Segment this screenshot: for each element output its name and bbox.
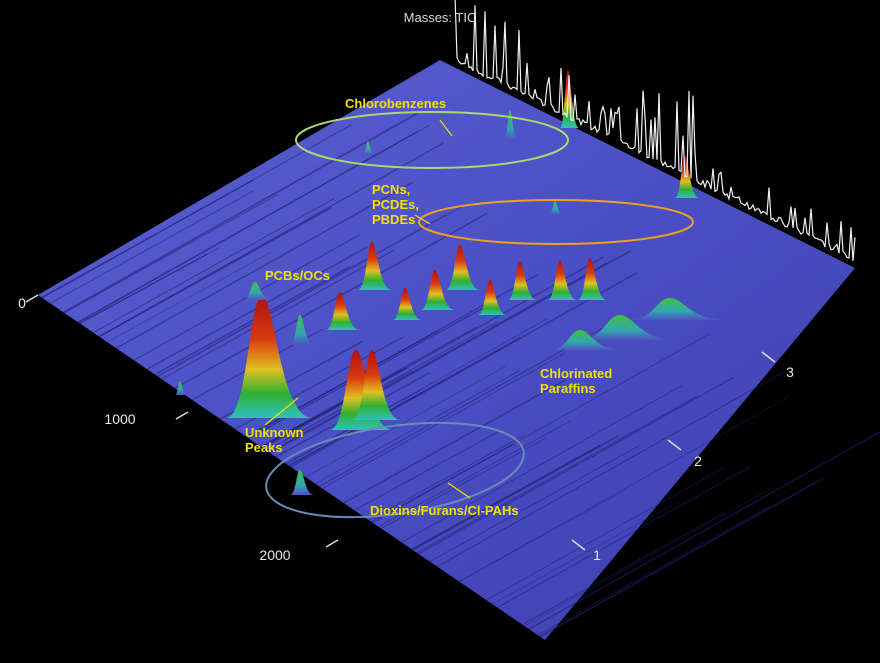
annotation: PCDEs, — [372, 197, 419, 212]
annotation: Dioxins/Furans/Cl-PAHs — [370, 503, 519, 518]
tick-label: 1000 — [104, 411, 135, 427]
annotation: Chlorobenzenes — [345, 96, 446, 111]
annotation: Chlorinated — [540, 366, 612, 381]
figure: Masses: TIC 0 1000 2000 1 2 3 Chlorobenzenes PC… — [0, 0, 880, 663]
annotation: PCBs/OCs — [265, 268, 330, 283]
tick-label: 2000 — [259, 547, 290, 563]
annotation: PBDEs — [372, 212, 415, 227]
title: Masses: TIC — [404, 10, 477, 25]
annotation: Peaks — [245, 440, 283, 455]
annotation: PCNs, — [372, 182, 410, 197]
tick-label: 3 — [786, 364, 794, 380]
annotation: Paraffins — [540, 381, 596, 396]
tick-label: 0 — [18, 295, 26, 311]
annotation: Unknown — [245, 425, 304, 440]
tick-label: 1 — [593, 547, 601, 563]
tick-label: 2 — [694, 453, 702, 469]
